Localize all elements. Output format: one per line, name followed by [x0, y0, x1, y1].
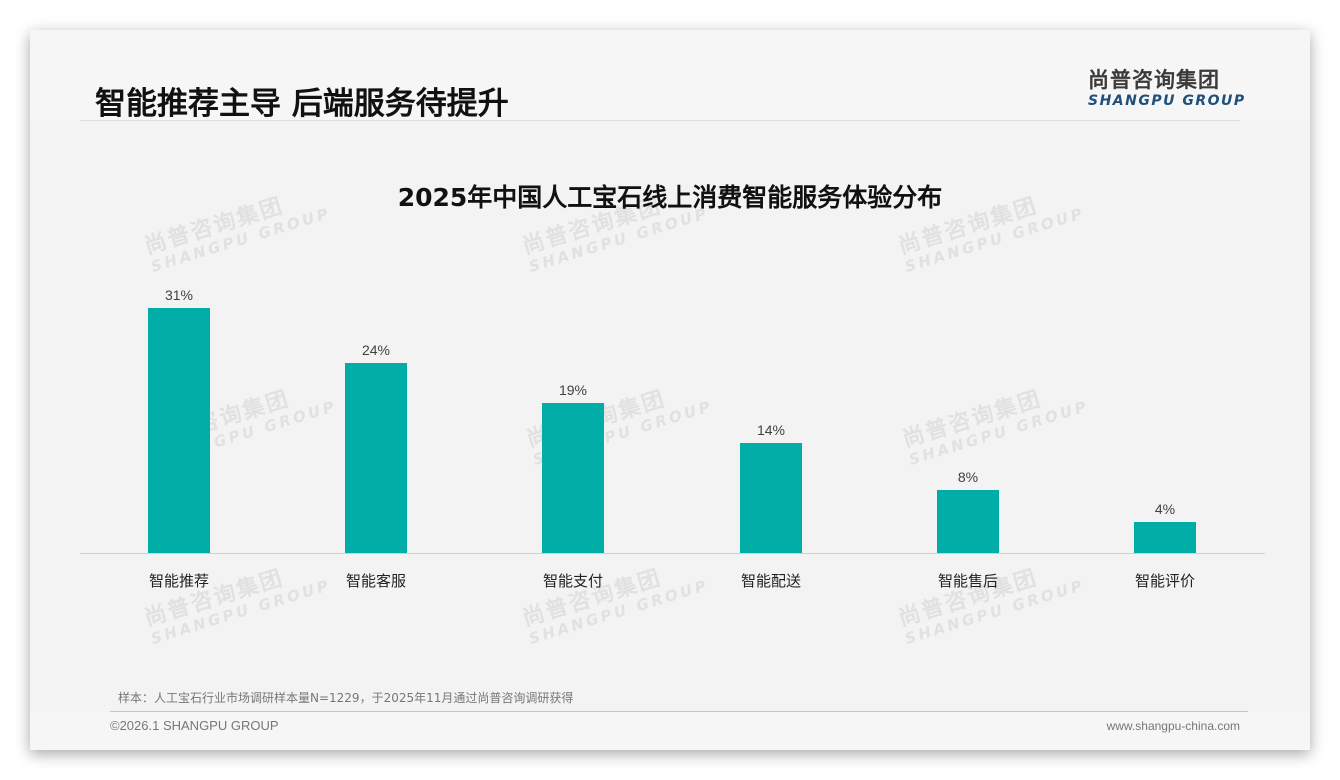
company-logo: 尚普咨询集团 SHANGPU GROUP	[1088, 64, 1246, 109]
bar[interactable]	[148, 308, 210, 553]
bar[interactable]	[345, 363, 407, 553]
bar-value-label: 4%	[1154, 501, 1176, 517]
x-axis-label: 智能配送	[740, 572, 801, 590]
chart-title: 2025年中国人工宝石线上消费智能服务体验分布	[397, 183, 943, 212]
source-note: 样本：人工宝石行业市场调研样本量N=1229，于2025年11月通过尚普咨询调研…	[118, 691, 574, 705]
x-axis-label: 智能客服	[345, 572, 406, 590]
bar-value-label: 14%	[756, 422, 786, 438]
bar[interactable]	[937, 490, 999, 553]
bar[interactable]	[542, 403, 604, 553]
page-title: 智能推荐主导 后端服务待提升	[95, 86, 509, 122]
bar-value-label: 31%	[164, 287, 194, 303]
x-axis-label: 智能评价	[1134, 572, 1195, 590]
header-divider	[80, 120, 1240, 121]
slide: 智能推荐主导 后端服务待提升 尚普咨询集团 SHANGPU GROUP 尚普咨询…	[30, 30, 1310, 750]
bar-chart: 31% 24% 19% 14% 8% 4%	[80, 270, 1265, 554]
x-axis-label: 智能售后	[937, 572, 998, 590]
website-link[interactable]: www.shangpu-china.com	[1106, 719, 1240, 733]
copyright-text: ©2026.1 SHANGPU GROUP	[110, 718, 279, 733]
logo-cn-text: 尚普咨询集团	[1088, 68, 1220, 92]
x-axis-label: 智能推荐	[148, 572, 209, 590]
footer-band	[30, 712, 1310, 750]
x-axis-label: 智能支付	[542, 572, 603, 590]
footer-divider	[110, 711, 1248, 712]
bar[interactable]	[740, 443, 802, 553]
logo-en-text: SHANGPU GROUP	[1088, 93, 1246, 109]
bar[interactable]	[1134, 522, 1196, 553]
x-axis-line	[80, 553, 1265, 554]
bar-value-label: 24%	[361, 342, 391, 358]
header-band	[30, 30, 1310, 120]
bar-value-label: 8%	[957, 469, 979, 485]
bar-value-label: 19%	[558, 382, 588, 398]
